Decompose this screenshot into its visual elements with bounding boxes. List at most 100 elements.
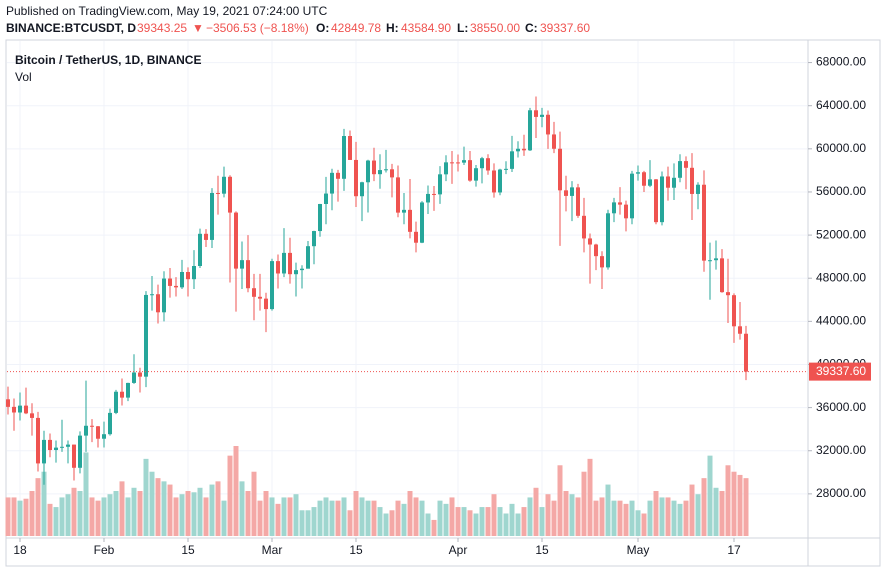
volume-bar [167,484,173,536]
volume-bar [71,487,77,536]
candle-body [522,148,526,151]
volume-bar [35,478,41,536]
volume-bar [449,497,455,536]
volume-bar [23,498,29,536]
candle-body [366,160,370,183]
volume-bar [641,513,647,536]
volume-bar [491,494,497,536]
volume-bar [377,507,383,536]
candle-body [294,270,298,275]
volume-bar [269,497,275,536]
volume-bar [605,484,611,536]
volume-bar [413,497,419,536]
candle-body [738,326,742,334]
candle-body [570,187,574,196]
volume-bar [281,497,287,536]
candle-body [426,193,430,203]
volume-bar [359,497,365,536]
candle-body [174,285,178,288]
volume-bar [209,484,215,536]
candle-body [702,184,706,261]
candle-body [384,169,388,171]
candle-body [360,182,364,197]
x-tick-label: May [627,543,650,557]
candle-body [486,158,490,171]
volume-bar [131,487,137,536]
high-label: H: [386,21,399,35]
volume-bar [659,497,665,536]
candle-body [372,160,376,175]
candle-body [516,148,520,152]
candle-body [744,333,748,372]
candle-body [396,177,400,213]
volume-bar [509,503,515,536]
volume-bar [635,510,641,536]
candle-body [402,209,406,213]
volume-bar [245,491,251,536]
volume-bar [41,471,47,536]
candle-body [162,278,166,313]
y-tick-label: 28000.00 [816,486,866,500]
candle-body [42,439,46,464]
x-tick-label: 15 [535,543,549,557]
volume-bar [329,500,335,536]
candle-body [72,444,76,468]
candle-body [504,168,508,170]
volume-bar [677,503,683,536]
candle-body [216,192,220,194]
volume-bar [611,500,617,536]
candle-body [60,446,64,448]
grid [7,41,807,537]
candle-body [648,179,652,186]
volume-bar [233,446,239,536]
volume-bar [59,497,65,536]
chart-title: Bitcoin / TetherUS, 1D, BINANCE [15,53,201,67]
candle-body [564,190,568,196]
volume-bar [113,491,119,536]
last-price-label: 39337.60 [816,364,866,378]
volume-bar [461,507,467,536]
high-value: 43584.90 [401,21,451,35]
volume-bar [371,500,377,536]
candle-body [264,298,268,310]
candle-body [720,258,724,293]
volume-bar [437,500,443,536]
volume-bar [347,510,353,536]
arrow: ▼ [192,21,204,35]
close-value: 39337.60 [540,21,590,35]
candle-body [618,202,622,205]
volume-bar [263,491,269,536]
volume-bar [497,507,503,536]
volume-bar [419,500,425,536]
candle-body [678,161,682,178]
candle-body [528,110,532,151]
volume-bar [53,507,59,536]
candle-body [252,288,256,297]
candle-body [84,425,88,436]
volume-bar [203,497,209,536]
volume-bar [479,507,485,536]
volume-bar [161,481,167,536]
candle-body [336,172,340,179]
volume-bar [185,491,191,536]
volume-bar [671,500,677,536]
volume-bar [47,503,53,536]
volume-bar [467,510,473,536]
volume-bar [707,455,713,536]
candle-body [270,261,274,310]
volume-bar [341,497,347,536]
candle-body [306,246,310,269]
volume-bar [455,507,461,536]
volume-bar [701,478,707,536]
candle-body [24,405,28,414]
volume-label: Vol [15,70,32,84]
x-tick-label: 15 [181,543,195,557]
candle-body [582,215,586,239]
volume-bar [551,500,557,536]
candle-body [444,162,448,175]
published: Published on TradingView.com, May 19, 20… [6,4,328,18]
x-tick-label: Apr [449,543,468,557]
candle-body [102,434,106,439]
candle-body [198,233,202,267]
volume-bar [503,513,509,536]
